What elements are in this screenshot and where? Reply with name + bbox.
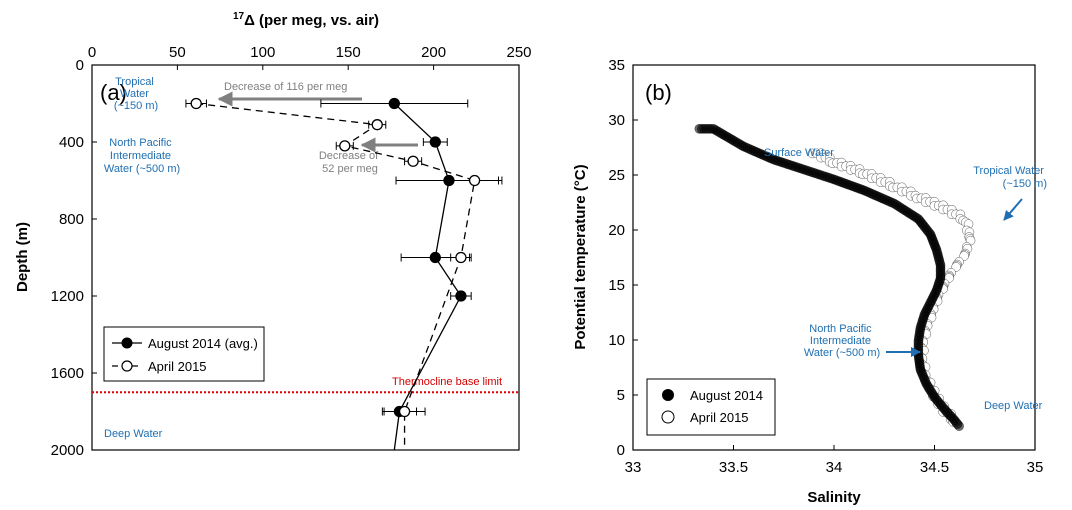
legend-a-apr-label: April 2015 bbox=[148, 359, 207, 374]
panel-a-tropical-water-label: Tropical Water (~150 m) bbox=[114, 76, 158, 112]
panel-b-y-tick-label: 10 bbox=[608, 332, 625, 349]
panel-a-plot-frame bbox=[91, 64, 520, 451]
panel-b-y-tick-label: 15 bbox=[608, 277, 625, 294]
panel-a-x-axis-main: Δ (per meg, vs. air) bbox=[244, 12, 379, 29]
panel-a-point-august-2014 bbox=[429, 251, 441, 264]
panel-b-point-august-2014 bbox=[954, 421, 964, 431]
panel-a-point-april-2015 bbox=[190, 97, 202, 110]
panel-a-x-tick-label: 150 bbox=[336, 44, 361, 61]
panel-a-point-april-2015 bbox=[407, 155, 419, 167]
panel-a-point-april-2015 bbox=[371, 119, 383, 131]
panel-a-ticks: 0 50 100 150 200 250 0 400 800 1200 1600 2000 bbox=[51, 44, 532, 459]
decrease-52-label: Decrease of 52 per meg bbox=[319, 150, 381, 175]
panel-b-npiw-line-1: North Pacific bbox=[809, 323, 872, 335]
panel-b-label: (b) bbox=[645, 80, 672, 105]
panel-b-npiw-line-2: Intermediate bbox=[810, 335, 871, 347]
legend-b-apr-label: April 2015 bbox=[690, 410, 749, 425]
panel-b-legend: August 2014 April 2015 bbox=[646, 378, 776, 436]
panel-b-tropical-arrow bbox=[1003, 198, 1023, 221]
legend-b-aug-marker bbox=[662, 389, 674, 401]
panel-b-tropical-line-2: (~150 m) bbox=[1003, 178, 1047, 190]
decrease-52-line-2: 52 per meg bbox=[322, 163, 378, 175]
panel-b-plot-frame bbox=[632, 64, 1036, 451]
legend-a-apr-marker bbox=[121, 360, 133, 372]
panel-b-x-tick-label: 33 bbox=[625, 459, 642, 476]
thermocline-label: Thermocline base limit bbox=[392, 376, 502, 388]
panel-a-x-axis-title: 17Δ (per meg, vs. air) bbox=[233, 11, 379, 29]
panel-b-y-tick-label: 30 bbox=[608, 112, 625, 129]
panel-b-deep-water-label: Deep Water bbox=[984, 400, 1043, 412]
panel-b-y-tick-label: 20 bbox=[608, 222, 625, 239]
panel-a-legend-box bbox=[103, 326, 265, 382]
legend-b-apr-marker bbox=[661, 410, 675, 424]
panel-a-y-tick-label: 0 bbox=[76, 57, 84, 74]
panel-b-tropical-water-label: Tropical Water (~150 m) bbox=[973, 165, 1047, 190]
panel-a-tropical-line-2: Water bbox=[120, 88, 149, 100]
panel-a-series-line-april-2015 bbox=[196, 102, 476, 450]
panel-a-y-tick-label: 1600 bbox=[51, 365, 84, 382]
panel-a-npiw-line-1: North Pacific bbox=[109, 137, 172, 149]
panel-b-y-axis-title: Potential temperature (°C) bbox=[572, 164, 589, 349]
panel-a-npiw-line-3: Water (~500 m) bbox=[104, 163, 180, 175]
panel-b-legend-box bbox=[646, 378, 776, 436]
panel-a-y-tick-label: 1200 bbox=[51, 288, 84, 305]
panel-a-y-tick-label: 800 bbox=[59, 211, 84, 228]
panel-b-x-axis-title: Salinity bbox=[807, 489, 861, 506]
legend-a-aug-marker bbox=[121, 337, 133, 349]
panel-a-y-tick-label: 400 bbox=[59, 134, 84, 151]
panel-b-x-tick-label: 35 bbox=[1027, 459, 1044, 476]
decrease-52-line-1: Decrease of bbox=[319, 150, 379, 162]
panel-a-point-april-2015 bbox=[339, 140, 351, 152]
legend-a-aug-label: August 2014 (avg.) bbox=[148, 336, 258, 351]
panel-b-series bbox=[694, 124, 976, 431]
panel-a-x-tick-label: 100 bbox=[250, 44, 275, 61]
panel-b-npiw-line-3: Water (~500 m) bbox=[804, 347, 880, 359]
panel-b-npiw-label: North Pacific Intermediate Water (~500 m… bbox=[804, 323, 880, 359]
panel-b-y-tick-label: 0 bbox=[617, 442, 625, 459]
panel-a-series bbox=[185, 97, 503, 451]
panel-a-tropical-line-3: (~150 m) bbox=[114, 100, 158, 112]
panel-a-y-tick-label: 2000 bbox=[51, 442, 84, 459]
panel-a-point-august-2014 bbox=[388, 97, 400, 110]
panel-a-tropical-line-1: Tropical bbox=[115, 76, 154, 88]
panel-a-label: (a) bbox=[100, 80, 127, 105]
panel-b-y-tick-label: 5 bbox=[617, 387, 625, 404]
panel-b-x-tick-label: 34.5 bbox=[920, 459, 949, 476]
panel-a-series-line-august-2014 bbox=[393, 103, 462, 451]
panel-a-x-tick-label: 200 bbox=[421, 44, 446, 61]
panel-a-npiw-label: North Pacific Intermediate Water (~500 m… bbox=[104, 137, 180, 175]
panel-a-point-august-2014 bbox=[429, 136, 441, 148]
panel-a-x-tick-label: 250 bbox=[506, 44, 531, 61]
panel-a-point-april-2015 bbox=[468, 174, 481, 187]
panel-b-x-tick-label: 34 bbox=[826, 459, 843, 476]
panel-b: 33 33.5 34 34.5 35 0 5 10 15 20 25 30 35 Salinity Po… bbox=[572, 57, 1047, 506]
panel-a-point-august-2014 bbox=[455, 290, 467, 302]
panel-a-deep-water-label: Deep Water bbox=[104, 428, 163, 440]
panel-b-y-tick-label: 25 bbox=[608, 167, 625, 184]
decrease-116-label: Decrease of 116 per meg bbox=[224, 81, 347, 93]
panel-b-surface-water-label: Surface Water bbox=[764, 147, 834, 159]
panel-b-tropical-line-1: Tropical Water bbox=[973, 165, 1044, 177]
panel-b-x-tick-label: 33.5 bbox=[719, 459, 748, 476]
legend-b-aug-label: August 2014 bbox=[690, 388, 763, 403]
panel-a-legend: August 2014 (avg.) April 2015 bbox=[103, 326, 265, 382]
panel-a-point-april-2015 bbox=[455, 251, 467, 264]
panel-a-x-axis-superscript: 17 bbox=[233, 11, 245, 22]
panel-a-y-axis-title: Depth (m) bbox=[14, 222, 31, 292]
panel-a: 0 50 100 150 200 250 0 400 800 1200 1600 2000 17Δ (… bbox=[14, 11, 532, 459]
panel-a-x-tick-label: 0 bbox=[88, 44, 96, 61]
panel-b-y-tick-label: 35 bbox=[608, 57, 625, 74]
panel-a-npiw-line-2: Intermediate bbox=[110, 150, 171, 162]
panel-a-point-april-2015 bbox=[398, 405, 411, 418]
panel-a-x-tick-label: 50 bbox=[169, 44, 186, 61]
